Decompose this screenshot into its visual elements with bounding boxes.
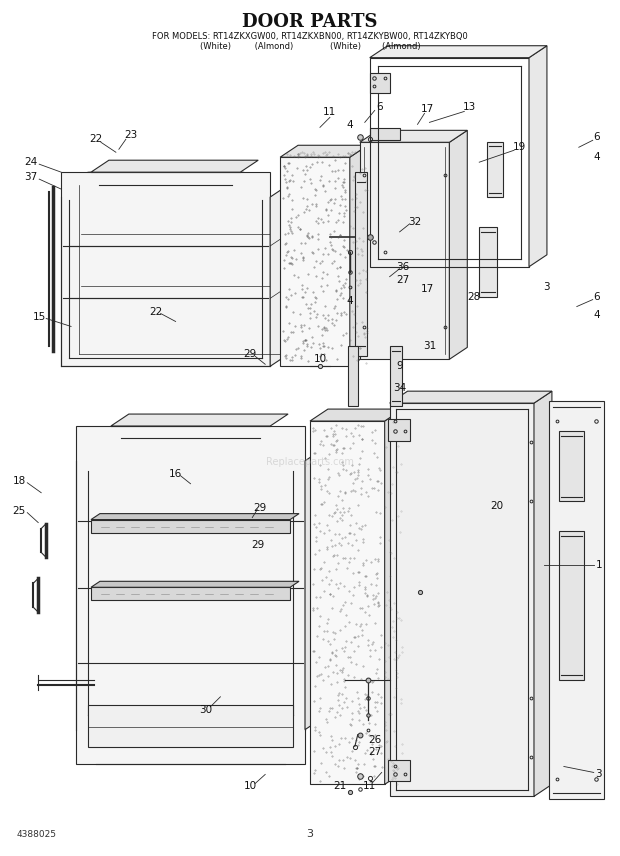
Polygon shape [91, 520, 290, 532]
Polygon shape [384, 409, 402, 784]
Polygon shape [350, 146, 368, 366]
Polygon shape [91, 160, 259, 172]
Polygon shape [389, 403, 534, 796]
Bar [88, 704, 293, 746]
Text: FOR MODELS: RT14ZKXGW00, RT14ZKXBN00, RT14ZKYBW00, RT14ZKYBQ0: FOR MODELS: RT14ZKXGW00, RT14ZKXBN00, RT… [152, 33, 468, 41]
Text: 11: 11 [323, 107, 337, 117]
Polygon shape [91, 581, 299, 587]
Polygon shape [534, 391, 552, 796]
Polygon shape [360, 142, 450, 360]
Polygon shape [280, 146, 368, 158]
Text: 23: 23 [124, 130, 138, 140]
Text: 15: 15 [33, 312, 46, 322]
Text: 27: 27 [368, 746, 381, 757]
Bar [370, 73, 389, 92]
Text: DOOR PARTS: DOOR PARTS [242, 13, 378, 31]
Text: 36: 36 [396, 262, 409, 271]
Text: (White)         (Almond)              (White)        (Almond): (White) (Almond) (White) (Almond) [200, 42, 420, 51]
Bar [388, 759, 410, 782]
Bar [559, 431, 584, 501]
Text: 4: 4 [593, 152, 600, 163]
Polygon shape [111, 414, 288, 426]
Text: 16: 16 [169, 469, 182, 479]
Text: 10: 10 [244, 782, 257, 792]
Text: 6: 6 [593, 292, 600, 301]
Text: Replaceparts.com: Replaceparts.com [266, 457, 354, 467]
Text: 3: 3 [306, 829, 314, 839]
Text: 19: 19 [513, 142, 526, 152]
Polygon shape [305, 449, 323, 729]
Text: 22: 22 [149, 306, 162, 317]
Bar [479, 227, 497, 296]
Text: 17: 17 [421, 283, 434, 294]
Polygon shape [91, 514, 299, 520]
Polygon shape [450, 130, 467, 360]
Text: 24: 24 [25, 158, 38, 167]
Text: 11: 11 [363, 782, 376, 792]
Polygon shape [76, 426, 305, 764]
Bar [280, 158, 350, 366]
Bar [388, 419, 410, 441]
Bar [370, 128, 400, 140]
Text: 3: 3 [544, 282, 550, 292]
Text: 31: 31 [423, 342, 436, 351]
Text: 32: 32 [408, 217, 421, 227]
Text: 4388025: 4388025 [16, 829, 56, 839]
Text: 27: 27 [396, 275, 409, 285]
Bar [559, 531, 584, 680]
Bar [487, 142, 503, 197]
Text: 17: 17 [421, 104, 434, 115]
Text: 6: 6 [593, 133, 600, 142]
Text: 25: 25 [12, 506, 26, 515]
Text: 30: 30 [199, 704, 212, 715]
Text: 21: 21 [333, 782, 347, 792]
Polygon shape [370, 45, 547, 57]
Bar [389, 347, 402, 406]
Text: 10: 10 [313, 354, 327, 365]
Text: 29: 29 [244, 349, 257, 360]
Bar [348, 347, 358, 406]
Text: 9: 9 [396, 361, 403, 372]
Text: 34: 34 [393, 383, 406, 393]
Text: 13: 13 [463, 103, 476, 112]
Text: 3: 3 [595, 770, 602, 780]
Polygon shape [61, 172, 270, 366]
Polygon shape [389, 391, 552, 403]
Polygon shape [91, 587, 290, 600]
Text: 18: 18 [12, 476, 26, 485]
Text: 37: 37 [25, 172, 38, 182]
Polygon shape [310, 409, 402, 421]
Text: 29: 29 [252, 540, 265, 550]
Text: 29: 29 [254, 502, 267, 513]
Polygon shape [270, 185, 288, 366]
Text: 6: 6 [376, 103, 383, 112]
Text: 4: 4 [593, 310, 600, 319]
Text: 28: 28 [467, 292, 481, 301]
Text: 26: 26 [368, 734, 381, 745]
Bar [355, 172, 367, 356]
Text: 4: 4 [347, 121, 353, 130]
Polygon shape [549, 401, 604, 800]
Text: 4: 4 [347, 295, 353, 306]
Polygon shape [529, 45, 547, 267]
Text: 22: 22 [89, 134, 102, 145]
Polygon shape [360, 130, 467, 142]
Bar [310, 421, 384, 784]
Text: 20: 20 [490, 501, 503, 511]
Text: 1: 1 [595, 561, 602, 570]
